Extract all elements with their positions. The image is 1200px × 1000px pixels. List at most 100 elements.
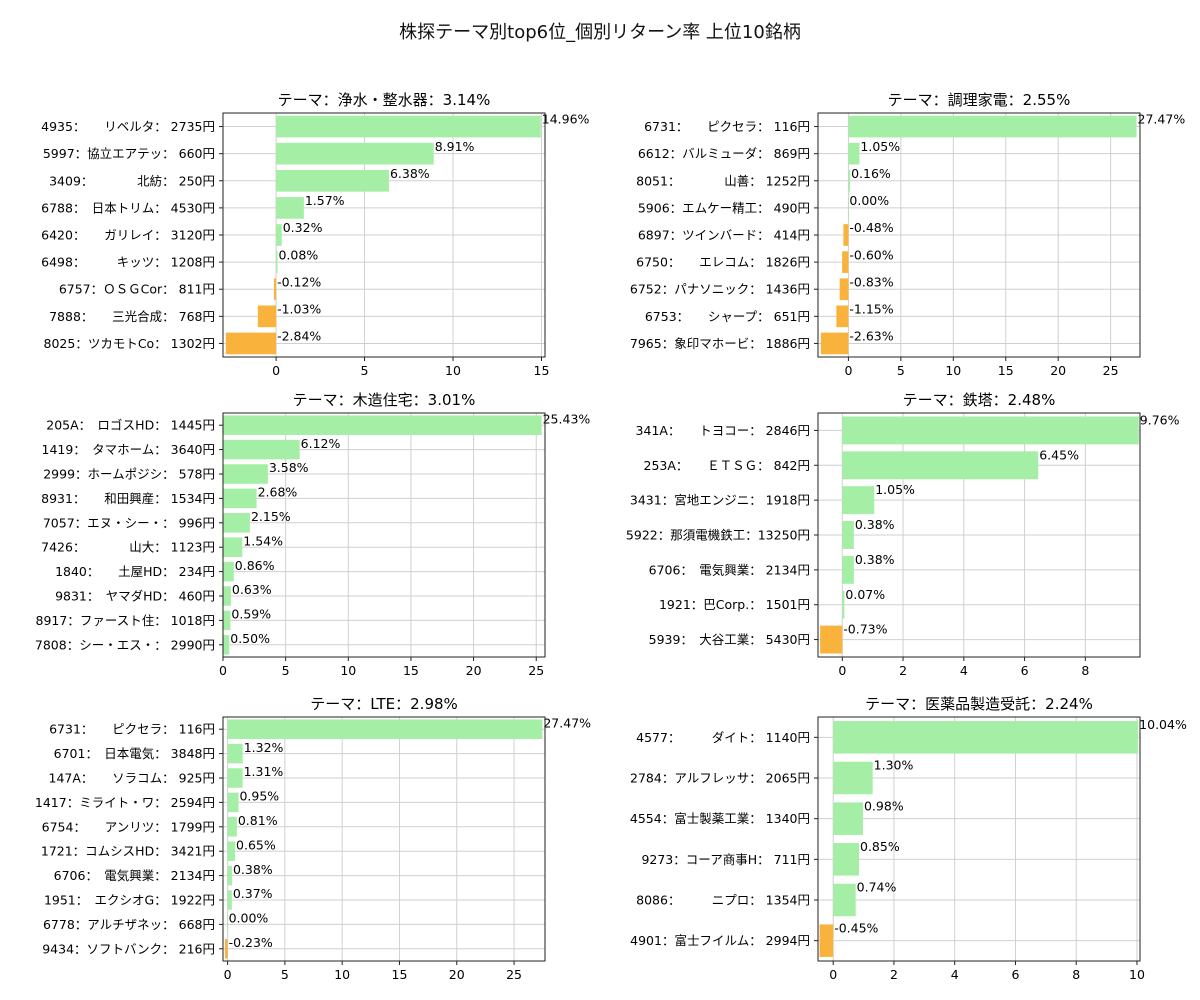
data-label: 0.00%	[229, 911, 269, 926]
category-label: 9831： ヤマダHD： 460円	[55, 589, 215, 604]
data-label: -2.84%	[277, 329, 321, 344]
panel-title: テーマ：医薬品製造受託：2.24%	[865, 695, 1093, 713]
category-label: 8917：ファースト住： 1018円	[36, 613, 215, 628]
bar	[227, 743, 243, 764]
plot-frame	[222, 716, 546, 962]
category-label: 9273：コーア商事H： 711円	[641, 852, 810, 867]
data-label: 0.65%	[236, 837, 276, 852]
data-label: 6.12%	[301, 436, 341, 451]
data-label: 0.32%	[283, 220, 323, 235]
bar	[273, 278, 277, 301]
category-label: 6731： ピクセラ： 116円	[644, 119, 810, 134]
category-label: 8051： 山善： 1252円	[636, 173, 810, 188]
category-label: 253A： ＥＴＳＧ： 842円	[644, 458, 811, 473]
panel-6: 0 2 4 6 8 10 4577： ダイト： 1140円 10.04% 2784：アルフレッサ…	[630, 695, 1187, 982]
panel-3: 0 5 10 15 20 25 205A： ロゴスHD： 1445円 25.43% 1419： …	[35, 391, 591, 678]
panel-1: 0 5 10 15 4935： リベルタ： 2735円 14.96% 5997：協立エアテッ…	[41, 91, 589, 378]
x-tick-label: 10	[945, 363, 961, 378]
data-label: 0.08%	[278, 247, 318, 262]
category-label: 6706： 電気興業： 2134円	[649, 562, 810, 577]
bar	[227, 890, 232, 910]
x-tick-label: 10	[334, 967, 350, 982]
data-label: -0.83%	[849, 274, 893, 289]
bar	[819, 924, 834, 957]
category-label: 1721：コムシスHD： 3421円	[41, 844, 215, 859]
category-label: 8086： ニプロ： 1354円	[636, 893, 810, 908]
x-tick-label: 2	[899, 663, 907, 678]
data-label: 0.74%	[857, 880, 897, 895]
data-label: -0.48%	[849, 220, 893, 235]
data-label: 0.86%	[235, 558, 275, 573]
x-tick-label: 25	[528, 663, 544, 678]
category-label: 7965：象印マホービ： 1886円	[630, 336, 810, 351]
x-tick-label: 5	[361, 363, 369, 378]
data-label: 0.38%	[233, 862, 273, 877]
data-label: -0.12%	[277, 274, 321, 289]
plot-frame	[817, 112, 1141, 358]
panel-title: テーマ：調理家電：2.55%	[888, 91, 1071, 109]
plot-frame	[817, 716, 1141, 962]
x-tick-label: 4	[951, 967, 959, 982]
data-label: 1.57%	[305, 193, 345, 208]
x-tick-label: 5	[281, 967, 289, 982]
panel-title: テーマ：浄水・整水器：3.14%	[278, 91, 491, 109]
data-label: 0.38%	[855, 552, 895, 567]
category-label: 7888： 三光合成： 768円	[49, 309, 215, 324]
bar	[227, 792, 239, 813]
bar	[842, 451, 1039, 480]
bar	[224, 939, 228, 959]
x-tick-label: 10	[445, 363, 461, 378]
panel-title: テーマ：鉄塔：2.48%	[903, 391, 1056, 409]
bar	[833, 843, 860, 876]
bar	[276, 224, 282, 246]
x-tick-label: 5	[282, 663, 290, 678]
category-label: 5997：協立エアテッ： 660円	[43, 146, 215, 161]
category-label: 4554：富士製薬工業： 1340円	[630, 811, 810, 826]
bar	[223, 561, 234, 582]
data-label: 2.68%	[258, 485, 298, 500]
category-label: 6612：バルミューダ： 869円	[638, 146, 810, 161]
bar	[842, 486, 875, 515]
panel-title: テーマ：木造住宅：3.01%	[293, 391, 476, 409]
bar	[276, 115, 541, 138]
category-label: 7426： 山大： 1123円	[41, 540, 215, 555]
plot-frame	[222, 112, 546, 358]
category-label: 4935： リベルタ： 2735円	[41, 119, 215, 134]
x-tick-label: 2	[890, 967, 898, 982]
bar	[223, 586, 231, 606]
bar	[820, 625, 843, 654]
x-tick-label: 25	[506, 967, 522, 982]
data-label: 8.91%	[435, 139, 475, 154]
x-tick-label: 15	[403, 663, 419, 678]
data-label: 2.15%	[251, 509, 291, 524]
data-label: -0.23%	[229, 935, 273, 950]
bar	[276, 142, 434, 165]
category-label: 6778：アルチザネッ： 668円	[43, 917, 215, 932]
data-label: 14.96%	[542, 112, 590, 127]
category-label: 1419： タマホーム： 3640円	[42, 442, 215, 457]
data-label: 0.95%	[239, 789, 279, 804]
x-tick-label: 15	[998, 363, 1014, 378]
x-tick-label: 0	[844, 363, 852, 378]
data-label: 0.37%	[233, 886, 273, 901]
panel-2: 0 5 10 15 20 25 6731： ピクセラ： 116円 27.47% 6612：バルミ…	[630, 91, 1185, 378]
category-label: 6897：ツインバード： 414円	[638, 228, 810, 243]
bar	[842, 590, 845, 619]
bar	[223, 610, 231, 631]
bar	[227, 841, 236, 861]
x-tick-label: 8	[1081, 663, 1089, 678]
bar	[842, 416, 1139, 445]
x-tick-label: 0	[224, 967, 232, 982]
x-tick-label: 25	[1103, 363, 1119, 378]
data-label: 0.59%	[231, 607, 271, 622]
panel-4: 0 2 4 6 8 341A： トヨコー： 2846円 9.76% 253A： ＥＴＳＧ： 8…	[626, 391, 1180, 678]
x-tick-label: 0	[838, 663, 846, 678]
bar	[848, 169, 851, 192]
plot-frame	[222, 412, 546, 658]
bar	[842, 521, 854, 549]
category-label: 6420： ガリレイ： 3120円	[41, 228, 215, 243]
bar	[843, 224, 849, 246]
x-tick-label: 0	[829, 967, 837, 982]
category-label: 1921：巴Corp.： 1501円	[659, 597, 810, 612]
